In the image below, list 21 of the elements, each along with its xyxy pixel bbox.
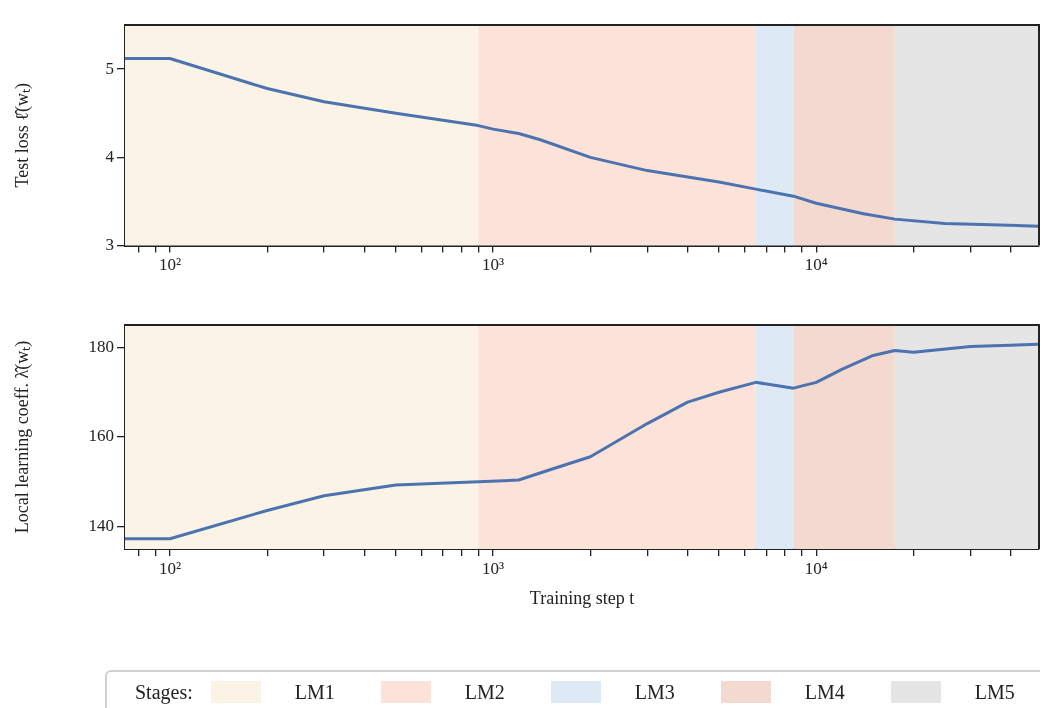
x-tick-label: 10³ [482, 558, 505, 578]
y-axis-title: Test loss ℓ̂(wₜ) [11, 83, 33, 188]
legend-label: LM2 [464, 680, 505, 704]
legend-title: Stages: [135, 680, 193, 704]
y-axis-title: Local learning coeff. λ̂(wₜ) [11, 340, 33, 534]
y-tick-label: 4 [105, 146, 115, 166]
x-tick-label: 10⁴ [804, 255, 828, 275]
y-tick-label: 160 [88, 426, 114, 446]
x-tick-label: 10² [158, 558, 181, 578]
legend-label: LM3 [634, 680, 675, 704]
y-tick-label: 3 [105, 235, 114, 255]
x-tick-label: 10² [158, 255, 181, 275]
y-tick-label: 140 [88, 516, 114, 536]
x-axis-title: Training step t [529, 587, 635, 608]
legend-label: LM4 [804, 680, 845, 704]
legend-label: LM1 [294, 680, 335, 704]
y-tick-label: 5 [105, 58, 114, 78]
x-tick-label: 10⁴ [804, 558, 828, 578]
y-tick-label: 180 [88, 336, 114, 356]
legend-label: LM5 [974, 680, 1015, 704]
x-tick-label: 10³ [482, 255, 505, 275]
